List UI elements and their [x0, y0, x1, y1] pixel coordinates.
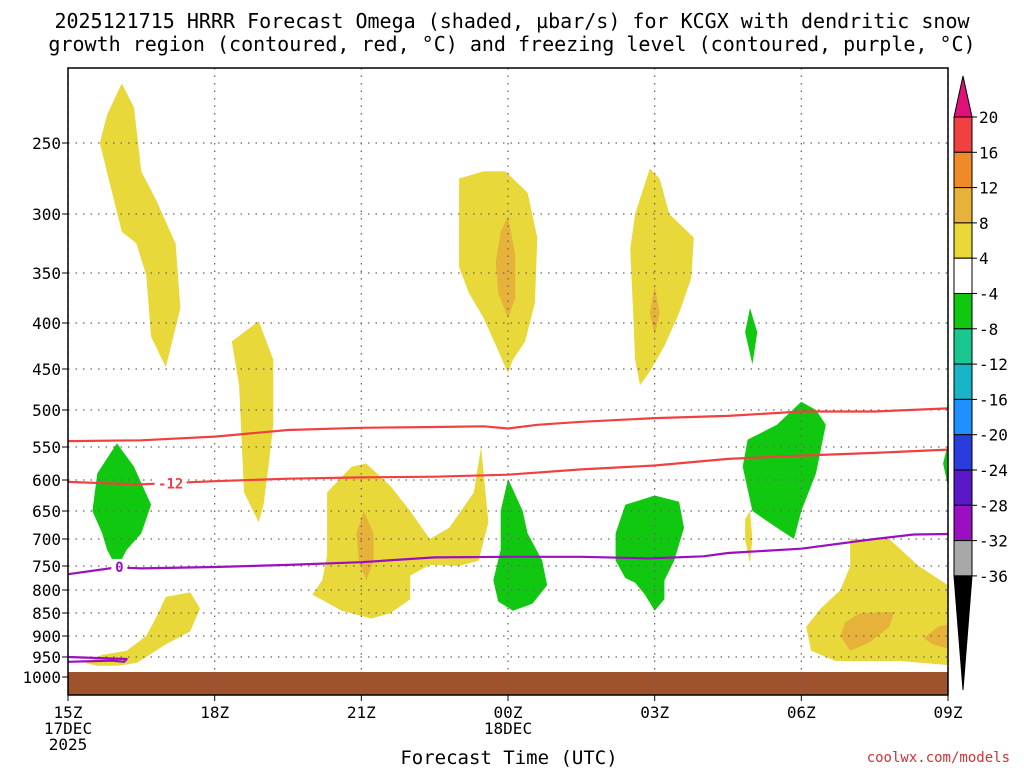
- colorbar-band-7: [953, 328, 973, 365]
- y-tick-label-1000: 1000: [22, 668, 61, 687]
- contour-dendritic-growth-top: [67, 407, 949, 443]
- y-tick-label-750: 750: [32, 557, 61, 576]
- x-axis-label: Forecast Time (UTC): [400, 747, 617, 768]
- colorbar-band-2: [953, 151, 973, 189]
- omega-region-rise-02z-core: [649, 286, 660, 335]
- colorbar-label-3: 12: [979, 179, 998, 198]
- contour-dendritic-growth-bottom: [67, 448, 949, 486]
- colorbar-band-6: [953, 293, 973, 330]
- y-axis-ticks: 250 300 350 400 450 500 550 600 650 700 750 800 850 9…: [22, 134, 68, 687]
- omega-region-sink-09z-edge: [943, 443, 948, 487]
- x-tick-label-3-1: 18Z: [200, 703, 229, 722]
- colorbar-label-13: -32: [979, 532, 1008, 551]
- contour-label-bg-dendritic-growth-bottom: [154, 475, 187, 490]
- chart-title-line1: 2025121715 HRRR Forecast Omega (shaded, …: [54, 9, 970, 33]
- omega-region-rise-15z-upper: [99, 83, 181, 368]
- plot-area: -12 0: [67, 67, 949, 696]
- colorbar-label-14: -36: [979, 567, 1008, 586]
- colorbar-band-10: [953, 434, 973, 471]
- colorbar-band-8: [953, 363, 973, 400]
- colorbar-label-1: 20: [979, 108, 998, 127]
- omega-region-rise-07z-core: [840, 612, 895, 651]
- contour-label-bg-freezing-level: [111, 558, 128, 573]
- colorbar-label-6: -4: [979, 285, 998, 304]
- y-tick-label-250: 250: [32, 134, 61, 153]
- colorbar-label-4: 8: [979, 214, 989, 233]
- y-tick-label-600: 600: [32, 471, 61, 490]
- colorbar-label-8: -12: [979, 355, 1008, 374]
- colorbar-band-12: [953, 504, 973, 542]
- omega-region-sink-00z: [493, 478, 548, 611]
- colorbar-band-4: [953, 222, 973, 259]
- y-tick-label-450: 450: [32, 360, 61, 379]
- x-tick-label-0-2: 17DEC: [44, 719, 92, 738]
- y-tick-label-950: 950: [32, 648, 61, 667]
- colorbar-label-9: -16: [979, 390, 1008, 409]
- omega-region-rise-16z-lower: [85, 592, 200, 666]
- colorbar-label-5: 4: [979, 249, 989, 268]
- colorbar-label-7: -8: [979, 320, 998, 339]
- y-tick-label-850: 850: [32, 604, 61, 623]
- omega-region-rise-00z-core: [495, 216, 516, 318]
- chart-title-line2: growth region (contoured, red, °C) and f…: [48, 32, 975, 56]
- omega-region-sink-16z: [92, 443, 152, 569]
- omega-region-rise-18z: [231, 321, 274, 523]
- colorbar-band-9: [953, 398, 973, 436]
- x-tick-label-0-3: 2025: [49, 735, 88, 754]
- omega-region-rise-02z: [630, 168, 694, 386]
- contour-label-freezing-level: 0: [115, 560, 123, 576]
- omega-region-rise-21z-lower: [312, 447, 489, 619]
- x-tick-label-9-1: 00Z: [494, 703, 523, 722]
- y-tick-label-550: 550: [32, 438, 61, 457]
- colorbar-label-2: 16: [979, 143, 998, 162]
- omega-shaded-regions: [85, 83, 948, 666]
- y-tick-label-400: 400: [32, 314, 61, 333]
- y-tick-label-800: 800: [32, 581, 61, 600]
- y-tick-label-900: 900: [32, 627, 61, 646]
- contour-freezing-level-low: [67, 655, 128, 663]
- colorbar: 20 16 12 8 4 -4 -8 -12 -16 -20 -24 -28 -32 -36: [953, 75, 1008, 691]
- y-tick-label-350: 350: [32, 264, 61, 283]
- x-tick-label-15-1: 06Z: [787, 703, 816, 722]
- contour-lines: -12 0: [67, 407, 949, 663]
- x-tick-label-18-1: 09Z: [934, 703, 963, 722]
- omega-region-rise-04z: [745, 511, 753, 564]
- colorbar-bottom-arrow: [953, 575, 973, 691]
- y-tick-label-300: 300: [32, 205, 61, 224]
- x-tick-label-12-1: 03Z: [640, 703, 669, 722]
- omega-region-rise-09z-core: [923, 624, 948, 649]
- omega-region-sink-06z: [742, 401, 826, 539]
- credit-text: coolwx.com/models: [867, 750, 1010, 766]
- x-tick-label-6-1: 21Z: [347, 703, 376, 722]
- colorbar-band-3: [953, 187, 973, 224]
- contour-freezing-level: [67, 532, 949, 576]
- omega-region-sink-04z: [745, 308, 758, 365]
- colorbar-label-10: -20: [979, 426, 1008, 445]
- x-tick-label-0-1: 15Z: [54, 703, 83, 722]
- contour-label-dendritic-growth-bottom: -12: [158, 477, 183, 493]
- y-tick-label-650: 650: [32, 502, 61, 521]
- colorbar-band-5: [953, 257, 973, 295]
- x-tick-label-9-2: 18DEC: [484, 719, 532, 738]
- omega-region-sink-02z: [615, 495, 684, 611]
- colorbar-top-arrow: [953, 75, 973, 118]
- y-tick-label-500: 500: [32, 401, 61, 420]
- colorbar-band-11: [953, 469, 973, 506]
- colorbar-band-1: [953, 116, 973, 153]
- colorbar-label-12: -28: [979, 496, 1008, 515]
- colorbar-band-13: [953, 540, 973, 577]
- colorbar-label-11: -24: [979, 461, 1008, 480]
- y-tick-label-700: 700: [32, 530, 61, 549]
